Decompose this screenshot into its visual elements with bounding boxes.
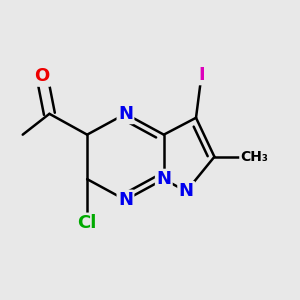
Text: Cl: Cl xyxy=(77,214,97,232)
Text: N: N xyxy=(118,105,133,123)
Text: O: O xyxy=(34,68,50,85)
Text: CH₃: CH₃ xyxy=(240,150,268,164)
Text: I: I xyxy=(198,66,205,84)
Text: N: N xyxy=(156,170,171,188)
Text: N: N xyxy=(118,191,133,209)
Text: N: N xyxy=(179,182,194,200)
